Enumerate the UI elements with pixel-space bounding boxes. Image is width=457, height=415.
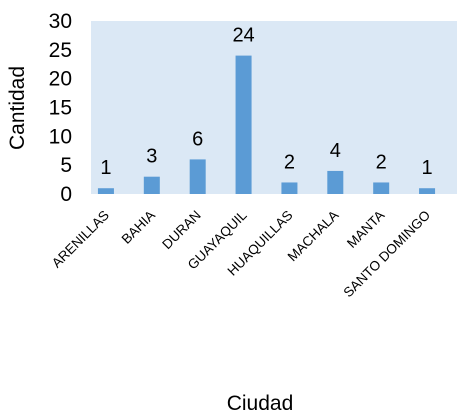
bar — [189, 159, 206, 194]
y-tick-label: 10 — [49, 125, 72, 148]
x-tick-label: MANTA — [344, 208, 387, 251]
data-label: 3 — [146, 146, 157, 168]
data-label: 4 — [330, 140, 341, 162]
y-tick-label: 30 — [49, 10, 72, 33]
data-label: 1 — [100, 157, 111, 179]
y-tick-label: 25 — [49, 39, 72, 62]
data-label: 2 — [376, 151, 387, 173]
y-axis-ticks: 0 5 10 15 20 25 30 — [49, 10, 72, 206]
plot-area — [91, 21, 457, 194]
bar — [373, 182, 390, 194]
x-tick-label: SANTO DOMINGO — [341, 208, 434, 301]
bar — [281, 182, 298, 194]
x-tick-label: BAHIA — [119, 208, 158, 247]
bar — [143, 176, 160, 194]
y-tick-label: 20 — [49, 68, 72, 91]
y-tick-label: 15 — [49, 97, 72, 120]
data-label: 24 — [232, 25, 254, 47]
bar — [97, 188, 114, 194]
x-axis-ticks: ARENILLAS BAHIA DURANGUAYAQUILHUAQUILLASMA… — [49, 207, 433, 300]
bar — [327, 170, 344, 194]
y-axis-title: Cantidad — [6, 66, 29, 150]
x-tick-label: DURAN — [159, 208, 204, 253]
y-tick-label: 0 — [60, 183, 72, 206]
data-label: 2 — [284, 151, 295, 173]
bar — [235, 55, 252, 194]
x-axis-title: Ciudad — [227, 392, 294, 415]
bars — [97, 55, 436, 194]
bar — [419, 188, 436, 194]
y-tick-label: 5 — [60, 154, 72, 177]
x-tick-label: ARENILLAS — [49, 208, 112, 271]
data-label: 6 — [192, 128, 203, 150]
data-label: 1 — [422, 157, 433, 179]
